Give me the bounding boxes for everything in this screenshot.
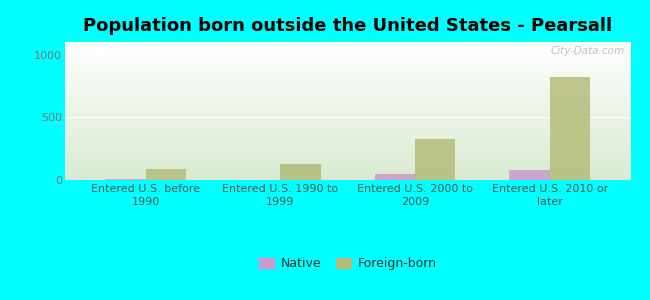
Bar [550,77,590,180]
Bar [280,164,321,180]
Bar [146,169,186,180]
Bar [374,174,415,180]
Bar [510,170,550,180]
Bar [105,179,146,180]
Title: Population born outside the United States - Pearsall: Population born outside the United State… [83,17,612,35]
Text: City-Data.com: City-Data.com [551,46,625,56]
Legend: Native, Foreign-born: Native, Foreign-born [254,253,441,275]
Bar [415,139,456,180]
